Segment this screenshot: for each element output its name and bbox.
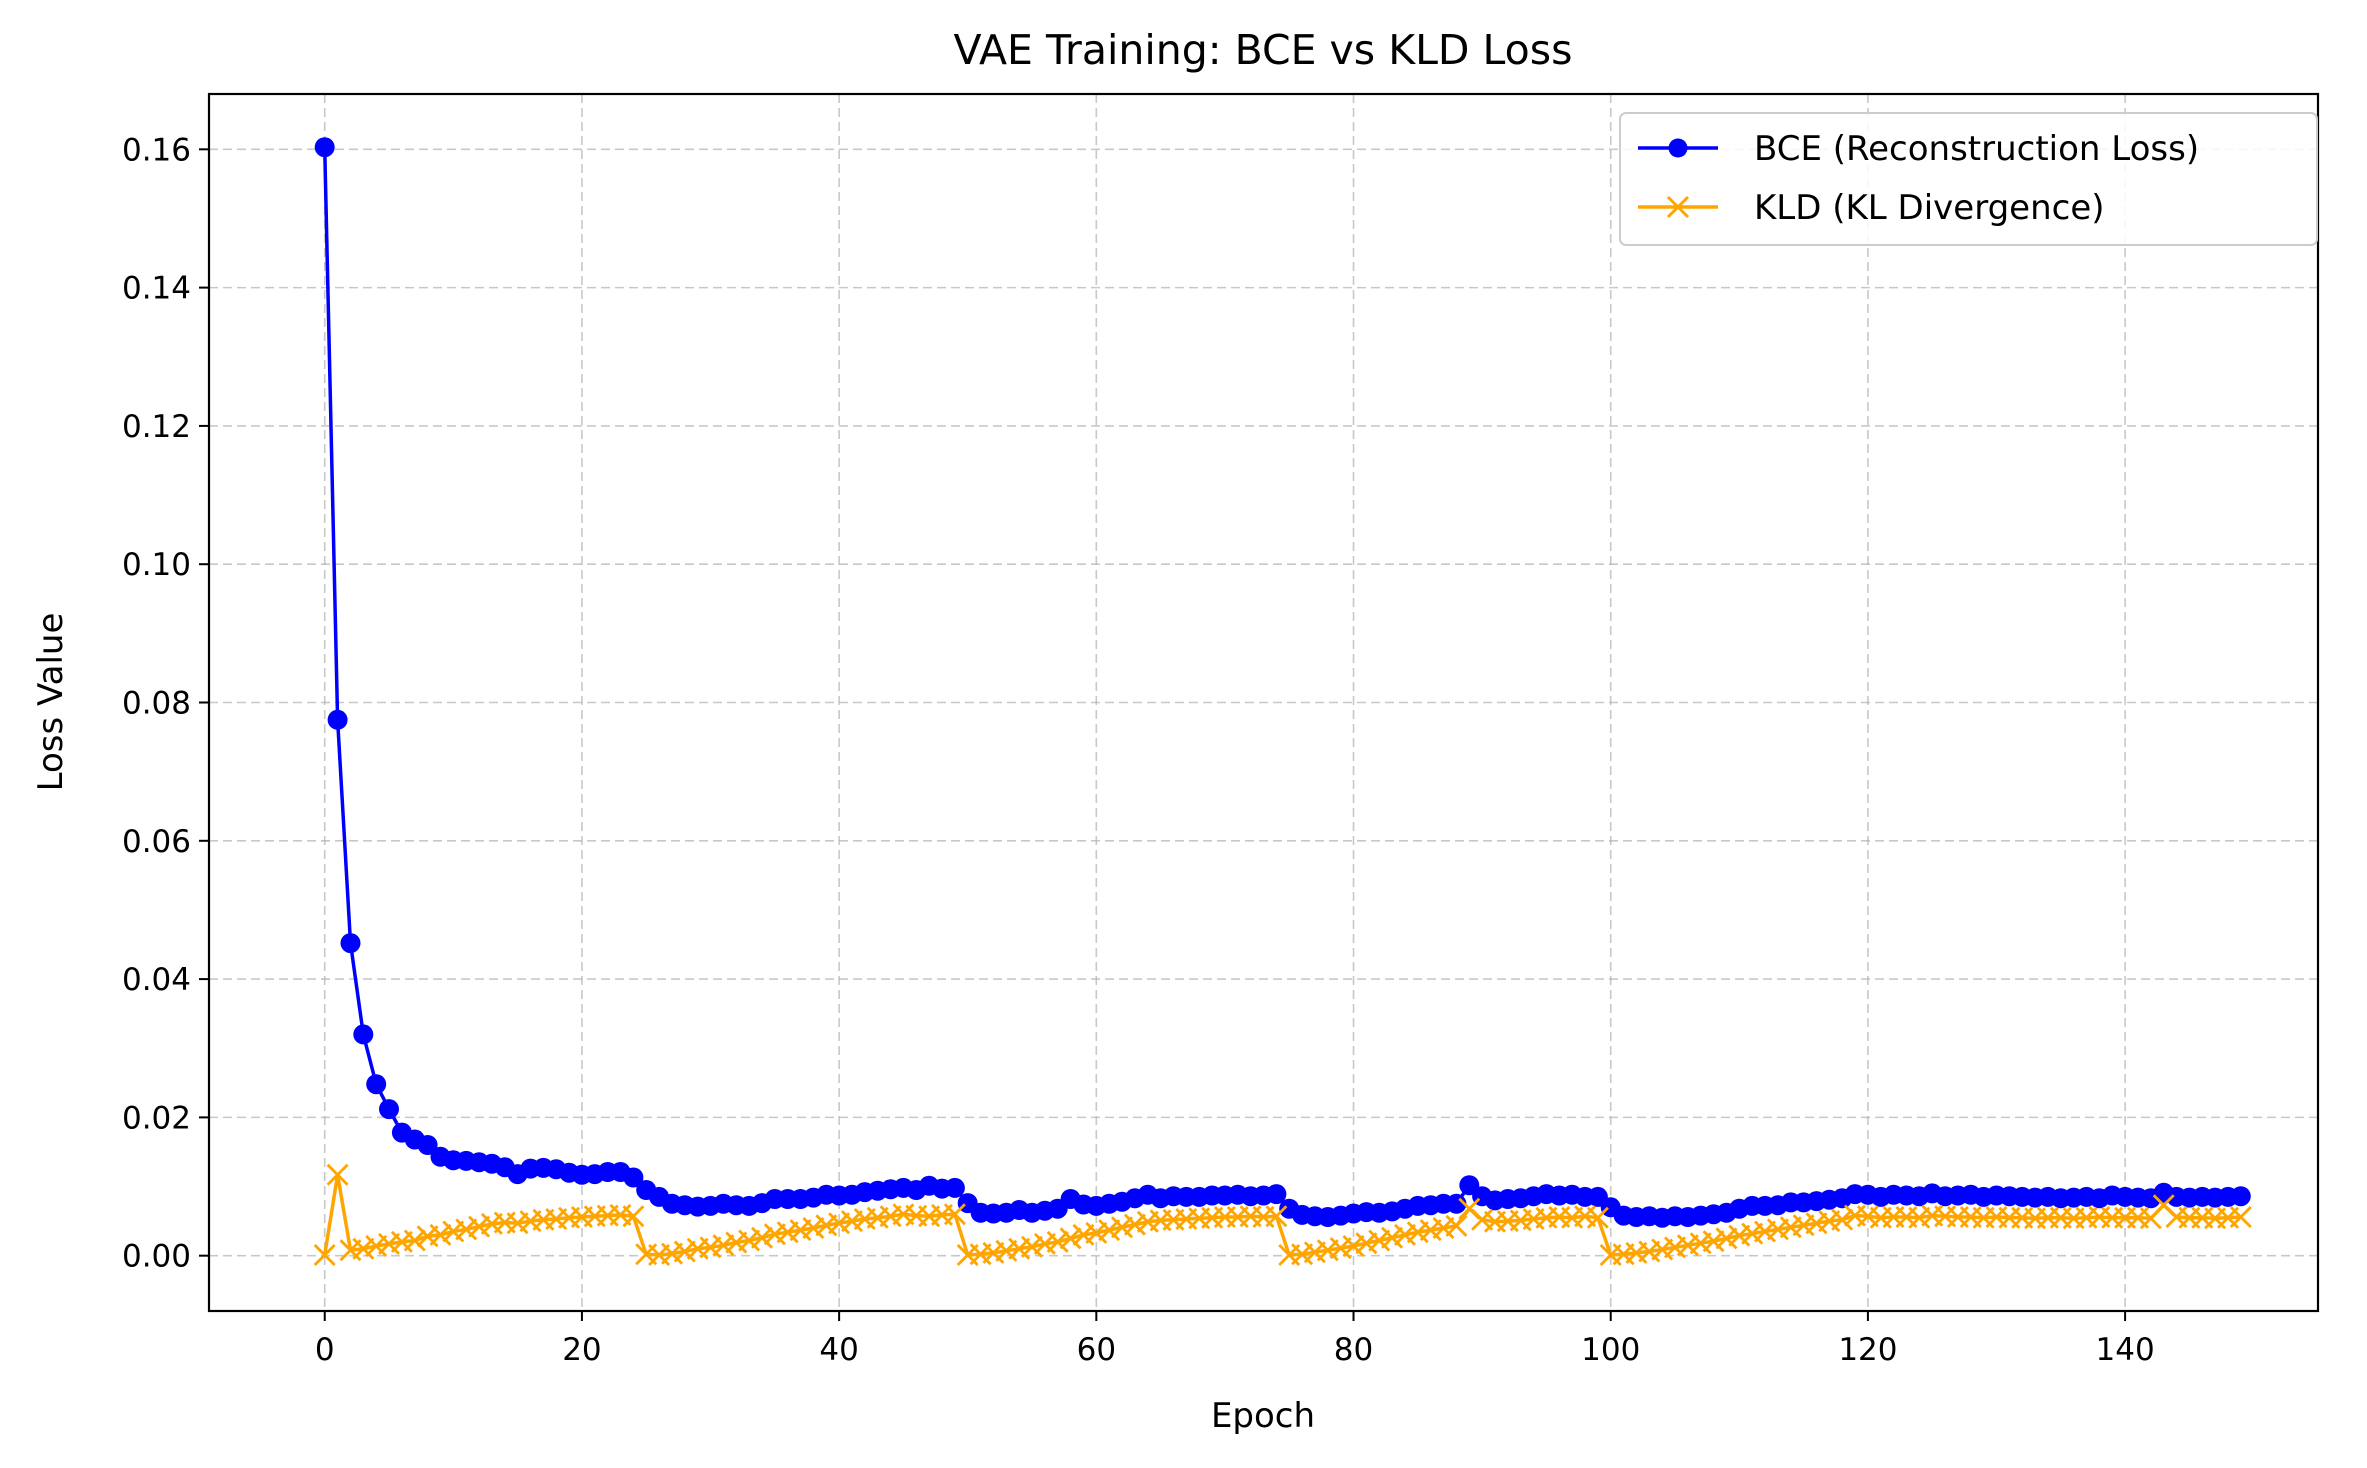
x-axis-label: Epoch xyxy=(1211,1396,1315,1436)
y-tick-label: 0.16 xyxy=(122,132,191,168)
kld-point xyxy=(352,1237,375,1260)
kld-point xyxy=(1445,1214,1468,1237)
x-tick-label: 120 xyxy=(1838,1332,1897,1368)
kld-point xyxy=(2229,1206,2252,1228)
bce-point xyxy=(366,1074,387,1095)
kld-point xyxy=(1085,1221,1108,1244)
y-tick-label: 0.12 xyxy=(122,409,191,445)
bce-point xyxy=(623,1167,644,1188)
kld-point xyxy=(738,1229,761,1252)
bce-point xyxy=(314,137,335,158)
y-tick-label: 0.10 xyxy=(122,547,191,583)
kld-point xyxy=(1111,1216,1133,1239)
bce-point xyxy=(1446,1193,1467,1214)
kld-point xyxy=(622,1205,645,1228)
kld-point xyxy=(712,1234,735,1257)
kld-point xyxy=(1342,1235,1365,1257)
y-tick-label: 0.06 xyxy=(122,824,191,860)
y-tick-label: 0.04 xyxy=(122,962,191,998)
x-tick-label: 100 xyxy=(1581,1332,1640,1368)
y-tick-label: 0.08 xyxy=(122,686,191,722)
x-tick-label: 0 xyxy=(315,1332,335,1368)
legend: BCE (Reconstruction Loss) KLD (KL Diverg… xyxy=(1619,112,2318,246)
legend-kld-marker xyxy=(1666,195,1690,219)
kld-point xyxy=(673,1240,696,1263)
kld-point xyxy=(1059,1227,1082,1250)
legend-kld-label: KLD (KL Divergence) xyxy=(1754,188,2105,228)
kld-point xyxy=(1021,1235,1043,1258)
bce-point xyxy=(353,1024,374,1045)
legend-bce-marker xyxy=(1668,138,1688,158)
x-tick-label: 60 xyxy=(1077,1332,1116,1368)
kld-point xyxy=(468,1215,491,1238)
bce-point xyxy=(1266,1184,1287,1205)
bce-point xyxy=(379,1099,399,1120)
x-tick-label: 20 xyxy=(562,1332,601,1368)
axes: 0 20 40 60 80 100 120 140 0.00 0.02 0.04 0.06 0.08 0.… xyxy=(122,132,2155,1368)
kld-point xyxy=(943,1203,966,1226)
kld-point xyxy=(1355,1232,1378,1255)
bce-point xyxy=(327,709,348,730)
kld-point xyxy=(1368,1229,1391,1252)
y-tick-label: 0.14 xyxy=(122,271,191,307)
y-axis-label: Loss Value xyxy=(31,613,71,792)
kld-point xyxy=(403,1229,426,1252)
kld-point xyxy=(1831,1208,1854,1231)
legend-box xyxy=(1619,112,2318,246)
kld-point xyxy=(1098,1219,1121,1242)
kld-point xyxy=(1702,1230,1725,1253)
x-tick-label: 80 xyxy=(1334,1332,1373,1368)
kld-series xyxy=(313,1163,2252,1266)
kld-point xyxy=(313,1244,336,1266)
kld-point xyxy=(1381,1226,1404,1249)
x-tick-label: 40 xyxy=(819,1332,858,1368)
legend-bce-label: BCE (Reconstruction Loss) xyxy=(1754,129,2199,169)
kld-point xyxy=(429,1223,452,1246)
y-tick-label: 0.00 xyxy=(122,1239,191,1275)
kld-point xyxy=(1394,1223,1416,1246)
kld-point xyxy=(751,1226,773,1249)
kld-point xyxy=(1123,1213,1146,1236)
kld-point xyxy=(802,1217,825,1239)
bce-point xyxy=(417,1135,438,1155)
bce-series xyxy=(314,137,2251,1228)
kld-point xyxy=(1265,1205,1288,1228)
chart-title: VAE Training: BCE vs KLD Loss xyxy=(954,26,1573,74)
kld-point xyxy=(1046,1230,1069,1253)
x-tick-label: 140 xyxy=(2096,1332,2155,1368)
y-tick-label: 0.02 xyxy=(122,1100,191,1136)
kld-point xyxy=(326,1163,349,1186)
bce-point xyxy=(944,1177,965,1198)
kld-point xyxy=(1715,1227,1738,1250)
bce-point xyxy=(340,933,361,954)
kld-point xyxy=(1586,1206,1609,1229)
bce-point xyxy=(2230,1186,2251,1207)
series-layer xyxy=(313,137,2252,1266)
kld-point xyxy=(455,1218,478,1241)
